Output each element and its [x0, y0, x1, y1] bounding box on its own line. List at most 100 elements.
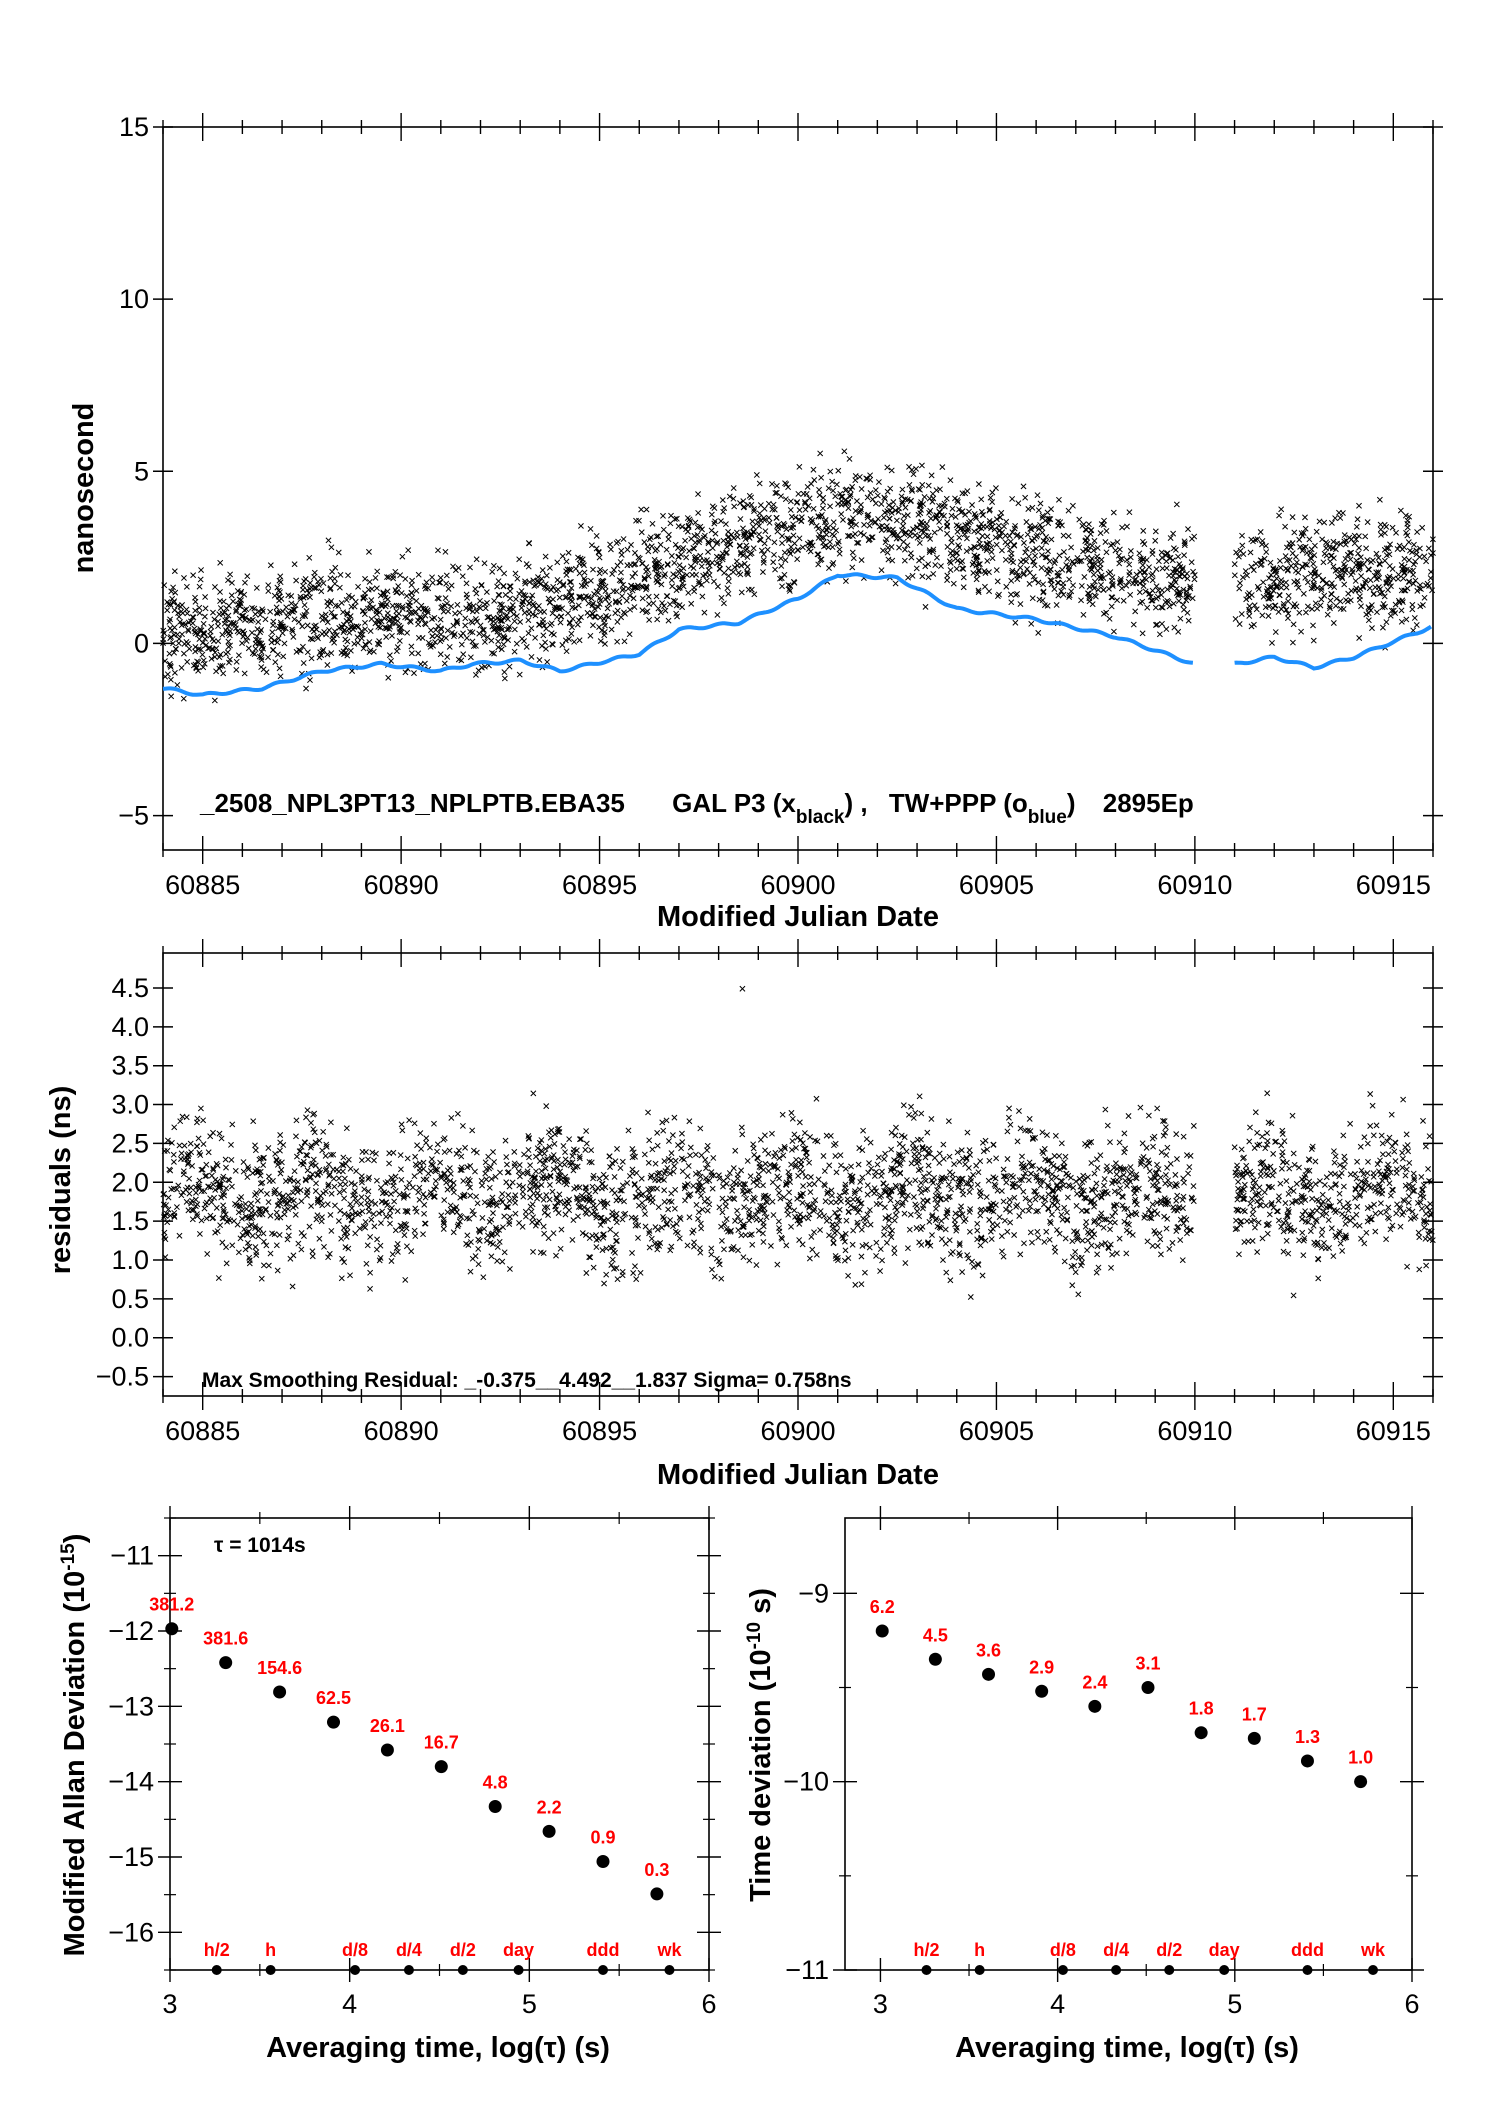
gal-x-marker [748, 586, 755, 593]
gal-x-marker [1094, 553, 1101, 560]
gal-x-marker [888, 467, 895, 474]
residual-x-marker [947, 1251, 954, 1257]
residual-x-marker [516, 1162, 523, 1168]
residual-x-marker [776, 1155, 783, 1162]
gal-x-marker [965, 525, 972, 532]
gal-x-marker [807, 516, 814, 522]
gal-x-marker [823, 522, 830, 529]
gal-x-marker [381, 615, 388, 622]
gal-x-marker [258, 648, 265, 655]
gal-x-marker [970, 559, 977, 566]
residual-x-marker [792, 1213, 799, 1220]
gal-x-marker [241, 670, 248, 677]
gal-x-marker [398, 590, 405, 597]
gal-x-marker [714, 611, 721, 618]
residual-x-marker [826, 1162, 833, 1169]
residual-x-marker [935, 1182, 942, 1189]
x-axis-ticks: 60885 60890 60895 60900 60905 60910 60915 [162, 113, 1434, 900]
residual-x-marker [1367, 1091, 1374, 1097]
residual-x-marker [1187, 1152, 1194, 1159]
residual-x-marker [834, 1228, 840, 1234]
residual-x-marker [367, 1285, 374, 1292]
residual-x-marker [1264, 1130, 1271, 1137]
gal-x-marker [765, 534, 772, 541]
residual-x-marker [325, 1181, 332, 1188]
gal-x-marker [366, 548, 372, 555]
gal-x-marker [833, 481, 840, 488]
gal-x-marker [1282, 523, 1289, 530]
gal-x-marker [607, 541, 613, 548]
gal-x-marker [639, 595, 646, 602]
gal-x-marker [388, 657, 395, 664]
residual-x-marker [959, 1211, 966, 1218]
residual-x-marker [1146, 1214, 1153, 1221]
gal-x-marker [644, 608, 651, 615]
gal-x-marker [238, 588, 245, 595]
residual-x-marker [210, 1214, 217, 1221]
gal-x-marker [192, 628, 198, 635]
gal-x-marker [260, 666, 267, 673]
gal-x-marker [692, 519, 699, 526]
residual-x-marker [1420, 1117, 1426, 1124]
residual-x-marker [955, 1184, 962, 1191]
gal-x-marker [442, 548, 449, 555]
residual-x-marker [1102, 1240, 1109, 1247]
gal-x-marker [662, 607, 669, 614]
residual-x-marker [1129, 1231, 1136, 1238]
y-tick-label: 1.0 [111, 1245, 149, 1275]
gal-x-marker [435, 547, 441, 554]
gal-x-marker [467, 654, 474, 661]
residual-x-marker [482, 1159, 489, 1166]
gal-x-marker [979, 511, 986, 518]
gal-x-marker [725, 533, 732, 540]
residual-x-marker [406, 1117, 413, 1124]
gal-x-marker [522, 578, 528, 585]
residual-x-marker [917, 1185, 924, 1192]
residual-x-marker [201, 1205, 208, 1212]
gal-x-marker [981, 583, 988, 590]
gal-x-marker [1404, 517, 1411, 524]
x-tick-label: 60895 [562, 870, 637, 900]
gal-x-marker [1070, 582, 1077, 589]
gal-x-marker [345, 592, 352, 599]
residual-x-marker [978, 1235, 985, 1242]
residual-x-marker [697, 1125, 704, 1132]
residual-x-marker [718, 1237, 725, 1244]
gal-x-marker [458, 641, 465, 648]
gal-x-marker [344, 638, 351, 645]
residual-x-marker [1235, 1207, 1242, 1213]
residual-x-marker [1307, 1228, 1314, 1235]
gal-x-marker [963, 535, 970, 542]
residual-x-marker [345, 1211, 352, 1218]
gal-x-marker [341, 627, 348, 634]
gal-x-marker [720, 537, 727, 544]
gal-x-marker [1401, 587, 1408, 594]
gal-x-marker [684, 528, 691, 535]
gal-x-marker [843, 486, 850, 493]
residual-x-marker [544, 1204, 551, 1211]
gal-x-marker [975, 524, 982, 531]
gal-x-marker [1263, 549, 1270, 555]
gal-x-marker [170, 640, 176, 647]
gal-x-marker [1009, 567, 1016, 574]
residual-x-marker [574, 1196, 581, 1202]
residual-x-marker [351, 1188, 358, 1195]
gal-x-marker [753, 471, 760, 478]
gal-x-marker [221, 620, 228, 627]
gal-x-marker [331, 628, 338, 635]
gal-x-marker [1065, 563, 1072, 570]
residual-x-marker [1255, 1219, 1262, 1226]
gal-x-marker [1401, 563, 1408, 570]
gal-x-marker [551, 606, 558, 613]
gal-x-marker [1306, 536, 1313, 543]
residual-x-marker [228, 1156, 235, 1163]
residual-x-marker [547, 1134, 554, 1141]
gal-x-marker [899, 527, 905, 534]
gal-x-marker [558, 613, 564, 620]
gal-x-marker [318, 652, 325, 659]
gal-x-marker [846, 533, 853, 539]
gal-x-marker [613, 588, 620, 595]
residual-x-marker [926, 1218, 933, 1225]
gal-x-marker [712, 518, 718, 525]
gal-x-marker [199, 639, 206, 646]
